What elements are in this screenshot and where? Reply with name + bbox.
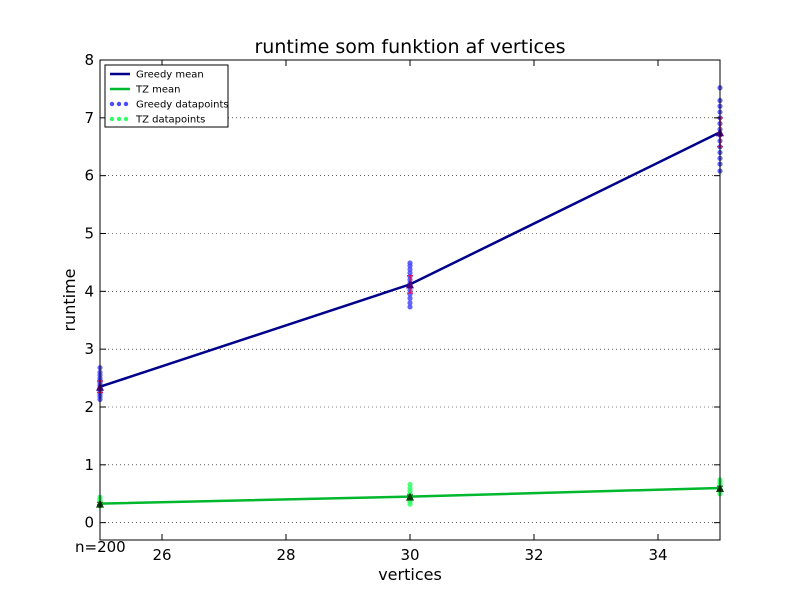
- legend: Greedy mean TZ mean Greedy datapoints TZ da…: [104, 64, 229, 128]
- series-1-marker-1: [406, 492, 414, 501]
- legend-swatch-2-dot-1: [116, 101, 122, 107]
- chart-title: runtime som funktion af vertices: [254, 36, 565, 58]
- x-tick-label-3: 32: [524, 546, 543, 564]
- series-layer: [96, 85, 724, 509]
- y-tick-label-5: 5: [84, 224, 94, 242]
- legend-label-3: TZ datapoints: [135, 115, 205, 126]
- y-tick-label-3: 3: [84, 340, 94, 358]
- legend-label-0: Greedy mean: [136, 70, 204, 81]
- x-tick-label-0: 26: [152, 546, 171, 564]
- series-2-point-25: [407, 260, 413, 266]
- y-tick-label-8: 8: [84, 51, 94, 69]
- y-tick-label-4: 4: [84, 282, 94, 300]
- sample-size-annotation: n=200: [75, 538, 126, 556]
- series-2-point-13: [407, 304, 413, 310]
- legend-swatch-2-dot-0: [109, 101, 115, 107]
- y-tick-label-1: 1: [84, 456, 94, 474]
- legend-swatch-2-dot-2: [123, 101, 129, 107]
- series-0-line: [99, 131, 721, 388]
- y-tick-label-0: 0: [84, 514, 94, 532]
- series-2-point-14: [407, 300, 413, 306]
- y-tick-label-2: 2: [84, 398, 94, 416]
- series-2-point-15: [407, 295, 413, 301]
- legend-swatch-3-dot-1: [116, 116, 122, 122]
- y-tick-label-6: 6: [84, 167, 94, 185]
- y-tick-label-7: 7: [84, 109, 94, 127]
- x-tick-label-2: 30: [400, 546, 419, 564]
- series-0-marker-1: [406, 280, 414, 289]
- x-axis-label: vertices: [378, 565, 442, 584]
- legend-swatch-3-dot-0: [109, 116, 115, 122]
- series-3-point-13: [407, 481, 413, 488]
- legend-label-1: TZ mean: [135, 85, 181, 96]
- legend-swatch-3-dot-2: [123, 116, 129, 122]
- y-axis-label: runtime: [60, 268, 79, 331]
- x-tick-label-1: 28: [276, 546, 295, 564]
- legend-label-2: Greedy datapoints: [136, 100, 229, 111]
- legend-box: [104, 64, 229, 128]
- x-tick-label-4: 34: [648, 546, 667, 564]
